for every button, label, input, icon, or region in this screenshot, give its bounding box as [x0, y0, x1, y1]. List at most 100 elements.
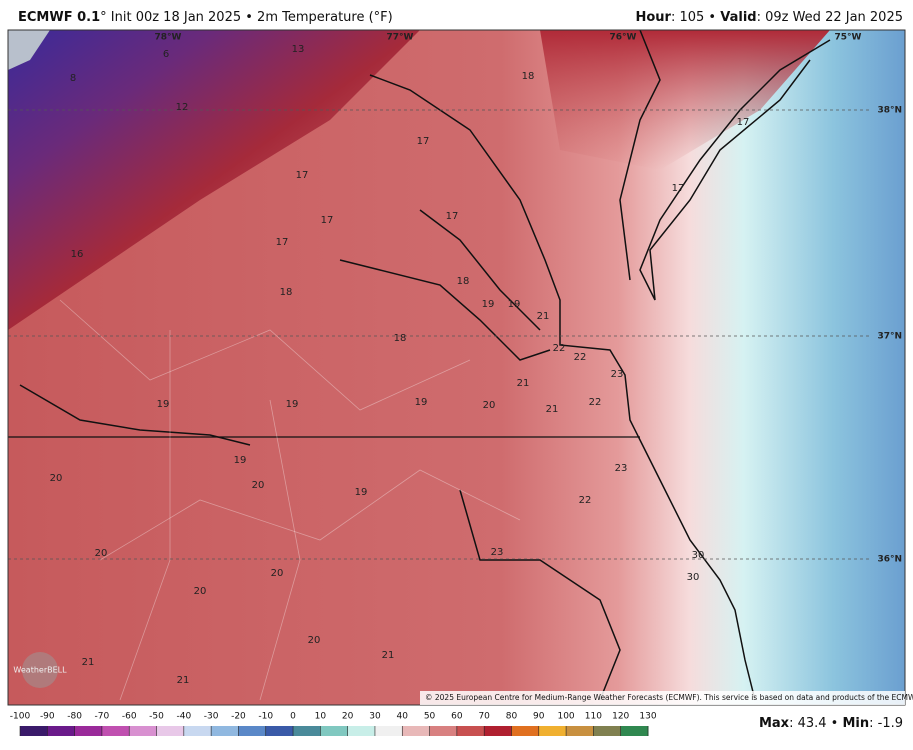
- temperature-label: 23: [615, 463, 628, 474]
- header-right: Hour: 105 • Valid: 09z Wed 22 Jan 2025: [635, 10, 903, 25]
- colorbar-tick-label: -100: [10, 712, 31, 722]
- temperature-label: 18: [457, 276, 470, 287]
- temperature-label: 20: [483, 400, 496, 411]
- coastlines: [19, 29, 831, 701]
- colorbar-tick-label: 10: [315, 712, 327, 722]
- colorbar-segment: [20, 726, 48, 736]
- brand: WeatherBELL: [13, 666, 67, 675]
- terrain: [8, 30, 50, 70]
- min-label: Min: [842, 716, 869, 731]
- copyright: © 2025 European Centre for Medium-Range …: [425, 693, 913, 702]
- temperature-label: 16: [71, 249, 84, 260]
- temperature-label: 17: [672, 183, 685, 194]
- colorbar-tick-label: 130: [639, 712, 656, 722]
- colorbar-tick-label: 40: [397, 712, 409, 722]
- temperature-label: 20: [95, 548, 108, 559]
- longitude-label: 77°W: [387, 33, 414, 43]
- temperature-label: 17: [446, 211, 459, 222]
- latitude-label: 37°N: [877, 332, 902, 342]
- temperature-label: 19: [415, 397, 428, 408]
- colorbar-segment: [74, 726, 103, 736]
- temperature-label: 22: [589, 397, 602, 408]
- temperature-label: 20: [50, 473, 63, 484]
- temperature-label: 19: [508, 299, 521, 310]
- stats: Max: 43.4 • Min: -1.9: [759, 716, 903, 731]
- temperature-label: 8: [70, 73, 76, 84]
- temperature-label: 19: [234, 455, 247, 466]
- longitude-label: 78°W: [155, 33, 182, 43]
- temperature-label: 21: [82, 657, 95, 668]
- colorbar-segment: [183, 726, 212, 736]
- colorbar-tick-label: 80: [506, 712, 518, 722]
- temperature-label: 20: [271, 568, 284, 579]
- temperature-label: 13: [292, 44, 305, 55]
- max-label: Max: [759, 716, 790, 731]
- latitude-label: 36°N: [877, 555, 902, 565]
- colorbar-segment: [47, 726, 76, 736]
- temperature-label: 22: [574, 352, 587, 363]
- colorbar-tick-label: 30: [369, 712, 381, 722]
- colorbar-segment: [402, 726, 431, 736]
- min: : -1.9: [869, 716, 903, 731]
- temperature-label: 12: [176, 102, 189, 113]
- model: ECMWF 0.1: [18, 10, 100, 25]
- colorbar-tick-label: -30: [204, 712, 219, 722]
- temperature-label: 18: [522, 71, 535, 82]
- colorbar-tick-label: 0: [290, 712, 296, 722]
- latitude-label: 38°N: [877, 106, 902, 116]
- header-left: ECMWF 0.1° Init 00z 18 Jan 2025 • 2m Tem…: [18, 10, 393, 25]
- temperature-label: 23: [611, 369, 624, 380]
- temperature-label: 19: [482, 299, 495, 310]
- colorbar-segment: [620, 726, 649, 736]
- colorbar-segment: [429, 726, 458, 736]
- colorbar-tick-label: -60: [122, 712, 137, 722]
- colorbar-tick-label: -70: [95, 712, 110, 722]
- colorbar-tick-label: -10: [258, 712, 273, 722]
- colorbar-segment: [538, 726, 567, 736]
- colorbar-tick-label: 120: [612, 712, 629, 722]
- colorbar-segment: [566, 726, 594, 736]
- colorbar-segment: [456, 726, 485, 736]
- temperature-label: 30: [687, 572, 700, 583]
- temperature-label: 21: [382, 650, 395, 661]
- temperature-label: 19: [286, 399, 299, 410]
- temperature-label: 17: [321, 215, 334, 226]
- temperature-label: 30: [692, 550, 705, 561]
- temperature-label: 19: [157, 399, 170, 410]
- copyright-box: [420, 691, 905, 705]
- colorbar-tick-label: 50: [424, 712, 436, 722]
- temperature-label: 22: [579, 495, 592, 506]
- colorbar-tick-label: 20: [342, 712, 354, 722]
- colorbar-segment: [374, 726, 403, 736]
- temperature-label: 6: [163, 49, 169, 60]
- longitude-label: 76°W: [610, 33, 637, 43]
- colorbar-segment: [238, 726, 267, 736]
- run-info: ° Init 00z 18 Jan 2025 • 2m Temperature …: [100, 10, 393, 25]
- valid: : 09z Wed 22 Jan 2025: [757, 10, 903, 25]
- max: : 43.4 •: [789, 716, 842, 731]
- colorbar-segment: [511, 726, 540, 736]
- colorbar-segment: [265, 726, 294, 736]
- hour-label: Hour: [635, 10, 671, 25]
- temperature-label: 20: [252, 480, 265, 491]
- temperature-label: 18: [280, 287, 293, 298]
- colorbar-segment: [484, 726, 512, 736]
- temperature-label: 18: [394, 333, 407, 344]
- colorbar-tick-label: -80: [67, 712, 82, 722]
- colorbar-segment: [320, 726, 349, 736]
- colorbar-tick-label: -90: [40, 712, 55, 722]
- colorbar-segment: [101, 726, 130, 736]
- temperature-label: 17: [417, 136, 430, 147]
- colorbar-segment: [593, 726, 622, 736]
- brand-logo: [22, 652, 58, 688]
- hour: : 105 •: [671, 10, 720, 25]
- temperature-label: 21: [537, 311, 550, 322]
- map: WeatherBELL © 2025 European Centre for M…: [7, 29, 913, 706]
- temperature-label: 17: [296, 170, 309, 181]
- cold-region: [8, 30, 420, 330]
- temperature-label: 19: [355, 487, 368, 498]
- colorbar-segment: [293, 726, 321, 736]
- temperature-label: 21: [546, 404, 559, 415]
- temperature-label: 22: [553, 343, 566, 354]
